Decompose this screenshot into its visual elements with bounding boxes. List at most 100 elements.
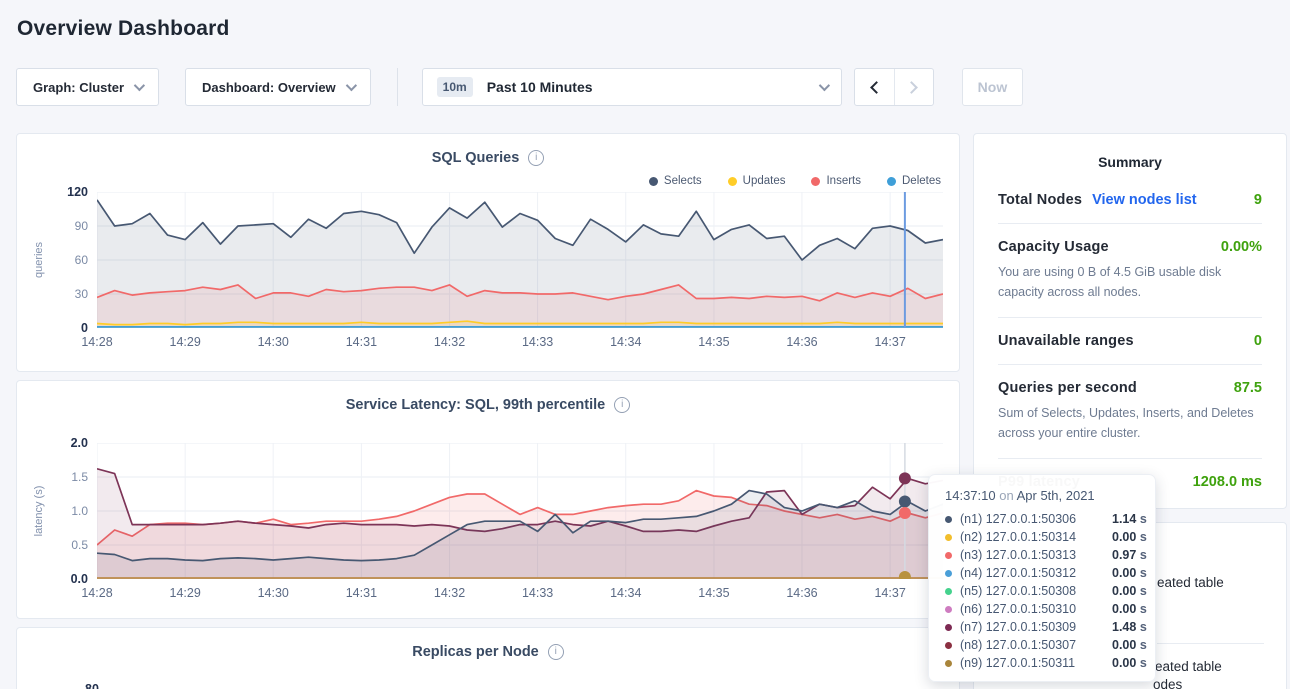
y-tick-label: 0.5 [71, 538, 88, 552]
dashboard-dropdown-label: Dashboard: Overview [202, 79, 336, 95]
time-prev-button[interactable] [855, 69, 894, 105]
capacity-usage-desc: You are using 0 B of 4.5 GiB usable disk… [998, 265, 1222, 299]
unavailable-ranges-value: 0 [1253, 333, 1262, 349]
x-tick-label: 14:29 [169, 335, 201, 349]
y-tick-label: 60 [74, 253, 88, 267]
time-next-button[interactable] [893, 69, 933, 105]
tooltip-row: (n2) 127.0.0.1:50314 0.00 s [945, 528, 1147, 546]
node-color-dot-icon [945, 569, 952, 577]
summary-row-unavailable: Unavailable ranges 0 [998, 333, 1262, 349]
chevron-down-icon [818, 79, 830, 92]
info-icon[interactable]: i [614, 397, 631, 413]
legend-dot-icon [727, 176, 737, 186]
x-tick-label: 14:32 [433, 335, 466, 349]
view-nodes-list-link[interactable]: View nodes list [1092, 192, 1197, 208]
chevron-right-icon [905, 80, 919, 94]
chevron-left-icon [869, 80, 883, 94]
y-tick-label: 0.0 [70, 572, 88, 586]
time-range-badge: 10m [436, 77, 473, 97]
node-color-dot-icon [945, 551, 952, 559]
node-color-dot-icon [945, 623, 952, 631]
summary-row-qps: Queries per second 87.5 [998, 380, 1262, 396]
unavailable-ranges-label: Unavailable ranges [998, 333, 1134, 349]
legend-item-updates[interactable]: Updates [727, 174, 785, 188]
capacity-usage-label: Capacity Usage [998, 239, 1109, 255]
node-color-dot-icon [945, 515, 952, 523]
legend-dot-icon [648, 176, 658, 186]
x-tick-label: 14:28 [81, 335, 113, 349]
tooltip-row: (n7) 127.0.0.1:50309 1.48 s [945, 618, 1147, 636]
time-range-dropdown[interactable]: 10m Past 10 Minutes [421, 68, 842, 106]
tooltip-row: (n9) 127.0.0.1:50311 0.00 s [945, 654, 1147, 672]
total-nodes-label: Total Nodes [998, 192, 1083, 208]
summary-row-capacity: Capacity Usage 0.00% [998, 239, 1262, 255]
event-item-fragment: eated table [1155, 659, 1222, 674]
service-latency-card: Service Latency: SQL, 99th percentile i … [16, 380, 960, 619]
toolbar: Graph: Cluster Dashboard: Overview 10m P… [16, 68, 1024, 106]
sql-queries-legend: Selects Updates Inserts Deletes [17, 166, 959, 188]
node-color-dot-icon [945, 605, 952, 613]
x-tick-label: 14:29 [169, 586, 201, 600]
y-tick-label: 120 [67, 185, 88, 199]
charts-column: SQL Queries i Selects Updates Inserts Delet… [16, 133, 960, 689]
x-tick-label: 14:34 [610, 335, 642, 349]
x-tick-label: 14:30 [257, 335, 289, 349]
tooltip-row: (n6) 127.0.0.1:50310 0.00 s [945, 600, 1147, 618]
x-tick-label: 14:28 [81, 586, 113, 600]
divider [998, 317, 1262, 318]
summary-card: Summary Total Nodes View nodes list 9 Ca… [973, 133, 1287, 509]
event-item-fragment: eated table [1157, 575, 1224, 590]
chart-canvas[interactable] [97, 443, 943, 579]
sql-queries-plot: queries 0 30 60 90 120 14:28 14:29 14:30 14:31 1… [33, 185, 943, 349]
info-icon[interactable]: i [547, 644, 564, 660]
sql-queries-card: SQL Queries i Selects Updates Inserts Delet… [16, 133, 960, 372]
legend-item-inserts[interactable]: Inserts [811, 174, 861, 188]
graph-dropdown[interactable]: Graph: Cluster [16, 68, 160, 106]
event-item-fragment: odes [1153, 677, 1183, 689]
time-range-label: Past 10 Minutes [486, 79, 593, 95]
total-nodes-value: 9 [1253, 192, 1262, 208]
dashboard-dropdown[interactable]: Dashboard: Overview [185, 68, 371, 106]
graph-dropdown-label: Graph: Cluster [33, 79, 125, 95]
sql-queries-title: SQL Queries [431, 150, 520, 166]
summary-title: Summary [1098, 154, 1162, 170]
node-color-dot-icon [945, 533, 952, 541]
tooltip-row: (n4) 127.0.0.1:50312 0.00 s [945, 564, 1147, 582]
legend-dot-icon [887, 176, 896, 186]
x-tick-label: 14:32 [433, 586, 466, 600]
tooltip-row: (n8) 127.0.0.1:50307 0.00 s [945, 636, 1147, 654]
chevron-down-icon [133, 79, 146, 92]
page-title: Overview Dashboard [17, 17, 230, 40]
qps-label: Queries per second [998, 380, 1137, 396]
legend-item-deletes[interactable]: Deletes [887, 174, 941, 188]
content: SQL Queries i Selects Updates Inserts Delet… [16, 133, 1287, 689]
y-axis-label: latency (s) [33, 485, 45, 537]
x-tick-label: 14:37 [874, 586, 906, 600]
x-tick-label: 14:35 [698, 586, 730, 600]
qps-value: 87.5 [1233, 380, 1262, 396]
chevron-down-icon [345, 79, 357, 92]
node-color-dot-icon [945, 587, 952, 595]
y-tick-label: 0 [81, 321, 88, 335]
divider [998, 223, 1262, 224]
now-button[interactable]: Now [961, 68, 1024, 106]
y-tick-label: 2.0 [70, 436, 88, 450]
x-tick-label: 14:33 [521, 335, 554, 349]
y-tick-label: 30 [74, 287, 88, 301]
x-tick-label: 14:36 [786, 335, 818, 349]
legend-dot-icon [811, 176, 821, 186]
time-nav-group [853, 68, 934, 106]
y-tick-label: 1.0 [71, 504, 88, 518]
chart-canvas[interactable] [97, 192, 943, 328]
node-color-dot-icon [945, 659, 952, 667]
x-tick-label: 14:31 [345, 586, 378, 600]
tooltip-timestamp: 14:37:10 on Apr 5th, 2021 [945, 488, 1095, 503]
replicas-y-max-label: 80 [85, 682, 99, 689]
tooltip-row: (n3) 127.0.0.1:50313 0.97 s [945, 546, 1147, 564]
node-color-dot-icon [945, 641, 952, 649]
tooltip-row: (n5) 127.0.0.1:50308 0.00 s [945, 582, 1147, 600]
info-icon[interactable]: i [528, 150, 545, 166]
legend-item-selects[interactable]: Selects [648, 174, 702, 188]
p99-latency-value: 1208.0 ms [1192, 474, 1262, 490]
y-axis-label: queries [33, 241, 45, 279]
